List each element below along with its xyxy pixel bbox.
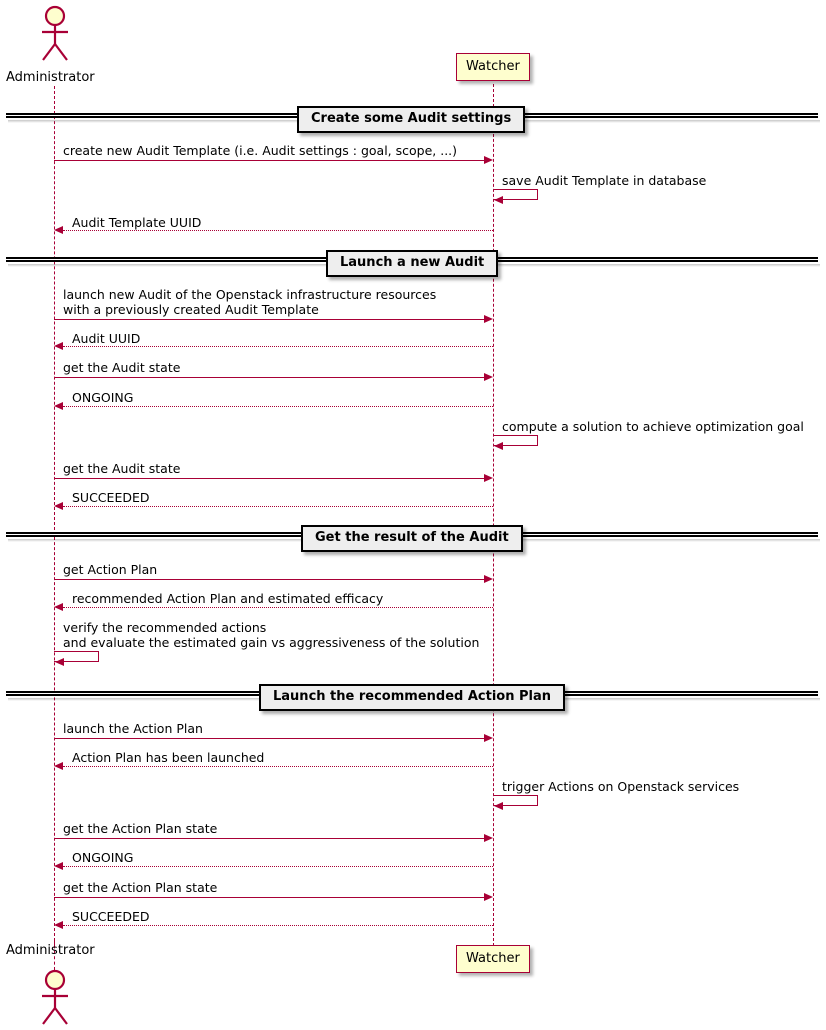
message-arrowhead-m19 <box>484 892 493 901</box>
message-arrowhead-m18 <box>54 861 63 870</box>
message-selfloop-m16 <box>493 795 538 806</box>
message-arrow-m17 <box>54 838 484 839</box>
message-arrow-m19 <box>54 897 484 898</box>
message-label-m13: verify the recommended actions and evalu… <box>63 620 480 650</box>
message-arrowhead-m9 <box>484 473 493 482</box>
stick-figure-icon <box>42 5 68 61</box>
message-label-m10: SUCCEEDED <box>72 490 150 505</box>
section-divider-get-result-of-audit: Get the result of the Audit <box>301 525 523 552</box>
message-label-m14: launch the Action Plan <box>63 721 203 736</box>
actor-administrator-bottom <box>33 968 77 1025</box>
message-label-m9: get the Audit state <box>63 461 181 476</box>
lifeline-watcher <box>493 84 494 946</box>
lifeline-administrator-bottom <box>54 940 55 970</box>
actor-label-administrator-top: Administrator <box>6 70 95 85</box>
message-label-m17: get the Action Plan state <box>63 821 218 836</box>
message-arrowhead-m1 <box>484 155 493 164</box>
message-arrowhead-m15 <box>54 761 63 770</box>
message-arrow-m3 <box>63 230 493 231</box>
message-label-m7: ONGOING <box>72 390 134 405</box>
message-arrow-m10 <box>63 506 493 507</box>
message-arrow-m6 <box>54 377 484 378</box>
message-label-m3: Audit Template UUID <box>72 215 202 230</box>
message-arrowhead-m17 <box>484 833 493 842</box>
section-divider-launch-new-audit: Launch a new Audit <box>326 250 499 277</box>
message-arrowhead-m10 <box>54 501 63 510</box>
message-arrowhead-m13 <box>55 657 64 666</box>
message-arrow-m5 <box>63 346 493 347</box>
message-arrowhead-m2 <box>494 195 503 204</box>
message-arrow-m1 <box>54 160 484 161</box>
message-arrow-m15 <box>63 766 493 767</box>
message-arrowhead-m4 <box>484 314 493 323</box>
message-arrowhead-m16 <box>494 801 503 810</box>
message-label-m1: create new Audit Template (i.e. Audit se… <box>63 143 458 158</box>
message-arrowhead-m6 <box>484 372 493 381</box>
message-label-m16: trigger Actions on Openstack services <box>502 779 740 794</box>
message-label-m2: save Audit Template in database <box>502 173 707 188</box>
message-arrow-m20 <box>63 925 493 926</box>
participant-box-watcher-top[interactable]: Watcher <box>456 53 530 81</box>
message-arrowhead-m7 <box>54 401 63 410</box>
actor-label-administrator-bottom: Administrator <box>6 943 95 958</box>
message-label-m11: get Action Plan <box>63 562 158 577</box>
actor-administrator-top <box>33 4 77 61</box>
message-label-m18: ONGOING <box>72 850 134 865</box>
message-arrowhead-m20 <box>54 920 63 929</box>
message-arrow-m4 <box>54 319 484 320</box>
message-arrowhead-m12 <box>54 602 63 611</box>
message-label-m12: recommended Action Plan and estimated ef… <box>72 591 384 606</box>
message-arrow-m14 <box>54 738 484 739</box>
section-divider-launch-recommended-action-plan: Launch the recommended Action Plan <box>259 684 566 711</box>
message-arrowhead-m11 <box>484 574 493 583</box>
message-label-m15: Action Plan has been launched <box>72 750 265 765</box>
message-arrowhead-m3 <box>54 225 63 234</box>
message-selfloop-m2 <box>493 189 538 200</box>
message-label-m6: get the Audit state <box>63 360 181 375</box>
message-selfloop-m8 <box>493 435 538 446</box>
message-arrow-m12 <box>63 607 493 608</box>
message-arrow-m18 <box>63 866 493 867</box>
message-selfloop-m13 <box>54 651 99 662</box>
message-arrow-m9 <box>54 478 484 479</box>
message-label-m5: Audit UUID <box>72 331 141 346</box>
message-arrow-m11 <box>54 579 484 580</box>
stick-figure-icon <box>42 969 68 1025</box>
message-arrowhead-m8 <box>494 441 503 450</box>
message-arrowhead-m5 <box>54 341 63 350</box>
message-arrowhead-m14 <box>484 733 493 742</box>
message-label-m19: get the Action Plan state <box>63 880 218 895</box>
message-label-m8: compute a solution to achieve optimizati… <box>502 419 804 434</box>
message-label-m4: launch new Audit of the Openstack infras… <box>63 287 437 317</box>
section-divider-create-audit-settings: Create some Audit settings <box>297 106 526 133</box>
lifeline-administrator <box>54 86 55 946</box>
message-arrow-m7 <box>63 406 493 407</box>
participant-box-watcher-bottom[interactable]: Watcher <box>456 945 530 973</box>
message-label-m20: SUCCEEDED <box>72 909 150 924</box>
